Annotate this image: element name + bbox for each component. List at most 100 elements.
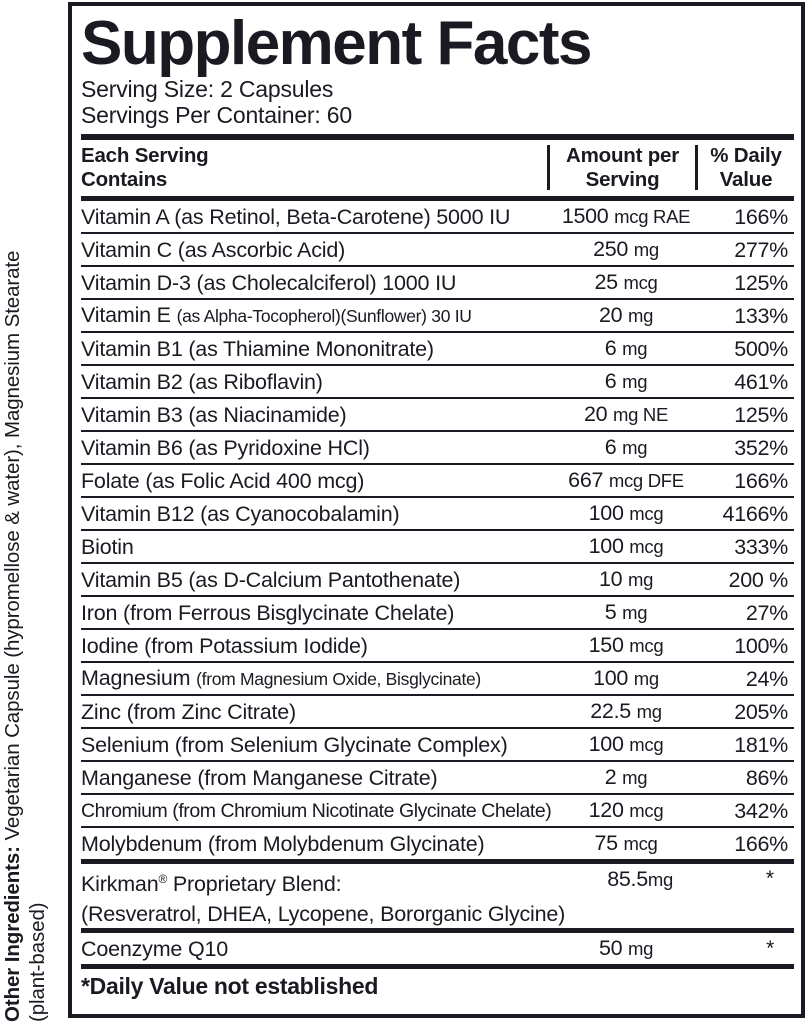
other-ingredients-line-1: Other Ingredients: Vegetarian Capsule (h… [0, 0, 25, 1022]
nutrient-name: Molybdenum (from Molybdenum Glycinate) [81, 831, 485, 856]
table-row: Vitamin B1 (as Thiamine Mononitrate) 6 mg… [81, 333, 794, 364]
nutrient-amount: 25 mcg [551, 270, 701, 295]
table-row: Vitamin D-3 (as Cholecalciferol) 1000 IU… [81, 267, 794, 298]
column-header-daily-value: % Daily Value [698, 140, 794, 196]
row-divider [81, 826, 794, 828]
coq10-daily-value: * [766, 936, 774, 960]
table-row: Iodine (from Potassium Iodide) 150 mcg 100… [81, 630, 794, 661]
row-divider [81, 397, 794, 399]
nutrient-name: Vitamin B1 (as Thiamine Mononitrate) [81, 336, 434, 361]
other-ingredients-sidebar: Other Ingredients: Vegetarian Capsule (h… [0, 0, 68, 1024]
header-separator-bar-2 [695, 145, 698, 190]
nutrient-amount-unit: mcg [629, 536, 664, 557]
nutrient-amount-value: 100 [588, 732, 624, 756]
column-header-name: Each Serving Contains [81, 140, 547, 196]
blend-name: Kirkman® Proprietary Blend: [81, 864, 565, 899]
nutrient-daily-value: 200 % [728, 567, 789, 592]
table-row-proprietary-blend: Kirkman® Proprietary Blend: (Resveratrol… [81, 864, 794, 928]
row-divider [81, 562, 794, 564]
nutrient-name: Vitamin B6 (as Pyridoxine HCl) [81, 435, 370, 460]
nutrient-name: Selenium (from Selenium Glycinate Comple… [81, 732, 508, 757]
column-header-amount-line2: Serving [585, 168, 660, 191]
column-header-name-line2: Contains [81, 168, 168, 191]
divider-above-footnote [81, 964, 794, 969]
row-divider [81, 628, 794, 630]
table-row: Vitamin E (as Alpha-Tocopherol)(Sunflowe… [81, 300, 794, 331]
row-divider [81, 430, 794, 432]
nutrient-amount-value: 25 [594, 270, 618, 294]
nutrient-daily-value: 166% [734, 468, 788, 493]
nutrient-daily-value: 166% [734, 204, 788, 229]
nutrient-amount: 100 mcg [551, 501, 701, 526]
blend-daily-value: * [765, 867, 774, 890]
row-divider [81, 364, 794, 366]
nutrient-amount-unit: mg [633, 668, 659, 689]
nutrient-name: Magnesium (from Magnesium Oxide, Bisglyc… [81, 666, 481, 690]
nutrient-name: Vitamin B12 (as Cyanocobalamin) [81, 501, 400, 526]
nutrient-amount: 100 mcg [551, 732, 701, 757]
nutrient-amount-unit: mcg [629, 635, 664, 656]
nutrient-amount-value: 6 [604, 369, 617, 393]
nutrient-amount-unit: mcg [629, 734, 664, 755]
nutrient-amount-unit: mg [622, 767, 648, 788]
row-divider [81, 463, 794, 465]
nutrient-amount-value: 20 [598, 303, 623, 327]
nutrient-amount: 22.5 mg [551, 699, 701, 724]
nutrient-amount: 5 mg [551, 600, 701, 625]
nutrient-amount: 150 mcg [551, 633, 701, 658]
nutrient-amount-value: 20 [583, 402, 608, 426]
nutrient-amount-value: 100 [588, 501, 624, 525]
row-divider [81, 595, 794, 597]
row-divider [81, 661, 794, 663]
row-divider [81, 727, 794, 729]
column-header-dv-line1: % Daily [710, 144, 782, 167]
nutrient-name: Vitamin A (as Retinol, Beta-Carotene) 50… [81, 204, 511, 229]
nutrient-daily-value: 27% [745, 600, 788, 625]
nutrient-amount: 100 mg [551, 666, 701, 691]
divider-above-blend [81, 859, 794, 864]
table-row: Manganese (from Manganese Citrate) 2 mg 86… [81, 762, 794, 793]
table-row: Vitamin B3 (as Niacinamide) 20 mg NE 125% [81, 399, 794, 430]
nutrient-amount: 20 mg NE [551, 402, 701, 427]
divider-above-coq10 [81, 928, 794, 933]
row-divider [81, 496, 794, 498]
table-header-row: Each Serving Contains Amount per Serving… [81, 140, 794, 196]
nutrient-amount-value: 22.5 [590, 699, 631, 723]
other-ingredients-value: Vegetarian Capsule (hypromellose & water… [1, 250, 24, 847]
table-row: Biotin 100 mcg 333% [81, 531, 794, 562]
nutrient-amount-value: 5 [604, 600, 617, 624]
table-row: Vitamin B5 (as D-Calcium Pantothenate) 10… [81, 564, 794, 595]
nutrient-daily-value: 342% [734, 798, 788, 823]
row-divider [81, 265, 794, 267]
page-title: Supplement Facts [81, 9, 593, 78]
row-divider [81, 529, 794, 531]
row-divider [81, 760, 794, 762]
nutrient-amount-value: 667 [568, 468, 604, 492]
nutrient-amount-unit: mg [627, 305, 654, 326]
nutrient-name-detail: (as Alpha-Tocopherol)(Sunflower) 30 IU [176, 306, 472, 326]
nutrient-name: Biotin [81, 534, 134, 559]
nutrient-amount-value: 120 [588, 798, 624, 822]
nutrient-daily-value: 205% [734, 699, 788, 724]
other-ingredients-rotated-text: Other Ingredients: Vegetarian Capsule (h… [0, 0, 68, 1024]
nutrient-amount-value: 75 [594, 831, 618, 855]
nutrient-daily-value: 125% [734, 270, 788, 295]
servings-per-container: Servings Per Container: 60 [81, 101, 352, 128]
blend-brand: Kirkman [81, 872, 159, 897]
nutrient-daily-value: 133% [734, 303, 788, 328]
nutrient-daily-value: 461% [734, 369, 788, 394]
header-separator-bar-1 [547, 145, 550, 190]
nutrient-name: Manganese (from Manganese Citrate) [81, 765, 438, 790]
nutrient-daily-value: 333% [734, 534, 788, 559]
row-divider [81, 793, 794, 795]
nutrient-amount-unit: mg [622, 371, 648, 392]
nutrient-name: Vitamin C (as Ascorbic Acid) [81, 237, 346, 262]
nutrient-amount-unit: mcg [629, 503, 664, 524]
nutrient-daily-value: 277% [734, 237, 788, 262]
nutrient-name: Vitamin B5 (as D-Calcium Pantothenate) [81, 567, 461, 592]
blend-name-suffix: Proprietary Blend: [167, 872, 342, 897]
nutrient-name: Folate (as Folic Acid 400 mcg) [81, 468, 365, 493]
label-panel: Supplement Facts Serving Size: 2 Capsule… [68, 2, 805, 1018]
nutrient-amount-value: 100 [593, 666, 629, 690]
